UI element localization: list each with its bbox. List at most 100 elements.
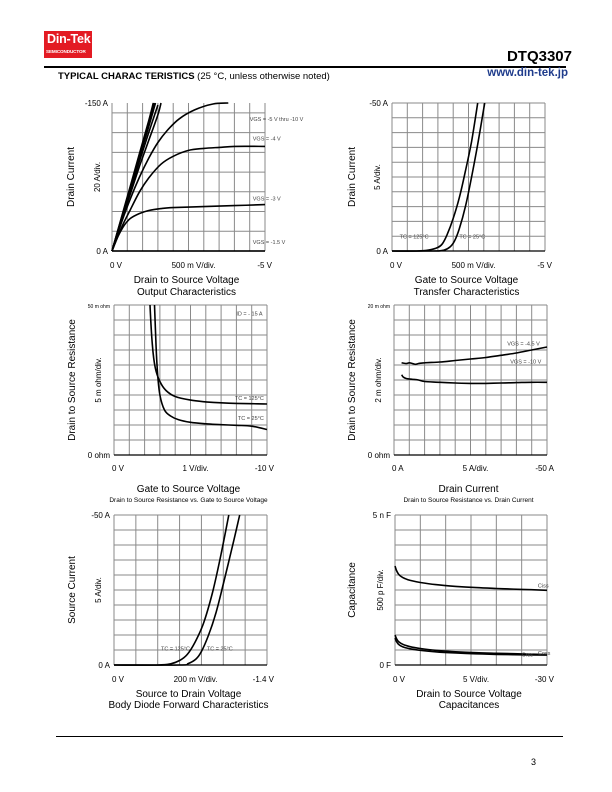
x-scale-label: 1 V/div. xyxy=(182,464,208,473)
page-number: 3 xyxy=(531,757,537,767)
annotation-label: TC = 125°C xyxy=(400,235,429,241)
y-bottom-label: 0 A xyxy=(96,247,108,256)
x-end-label: -10 V xyxy=(255,464,275,473)
series-line xyxy=(113,514,241,666)
y-axis-title: Drain Current xyxy=(66,147,77,207)
y-scale-label: 5 A/div. xyxy=(373,164,382,190)
x-scale-label: 5 A/div. xyxy=(463,464,489,473)
annotation-label: VGS = -4.5 V xyxy=(507,342,540,348)
y-axis-title: Drain to Source Resistance xyxy=(67,319,78,441)
series-line xyxy=(111,145,266,252)
x-start-label: 0 V xyxy=(390,261,403,270)
annotation-label: TC = 25°C xyxy=(459,235,485,241)
logo-brand: Din-Tek xyxy=(47,32,91,46)
y-scale-label: 5 A/div. xyxy=(94,577,103,603)
section-heading: TYPICAL CHARAC TERISTICS xyxy=(58,71,195,82)
chart-output: VGS = -5 V thru -10 V VGS = -4 V VGS = -3 … xyxy=(66,99,304,298)
y-bottom-label: 0 ohm xyxy=(368,451,391,460)
y-top-label: 20 m ohm xyxy=(368,304,390,310)
x-start-label: 0 V xyxy=(112,675,125,684)
chart-rds-vs-vgs: ID = - 15 A TC = 125°C TC = 25°C 50 m ohm 0 … xyxy=(67,304,275,504)
annotation-label: ID = - 15 A xyxy=(236,312,262,318)
x-axis-title: Drain to Source Voltage xyxy=(134,275,240,286)
annotation-label: TC = 25°C xyxy=(207,647,233,653)
series-line xyxy=(401,346,548,366)
annotation-label: TC = 125°C xyxy=(235,396,264,402)
x-start-label: 0 V xyxy=(112,464,125,473)
series-line xyxy=(394,634,548,656)
website-link[interactable]: www.din-tek.jp xyxy=(487,67,568,79)
annotation-label: TC = 125°C xyxy=(161,647,190,653)
series-line xyxy=(394,565,548,592)
chart-title: Transfer Characteristics xyxy=(414,287,520,298)
y-top-label: 50 m ohm xyxy=(88,304,110,310)
annotation-label: VGS = -5 V thru -10 V xyxy=(250,117,304,123)
chart-title: Body Diode Forward Characteristics xyxy=(108,700,268,711)
annotation-label: VGS = -4 V xyxy=(253,136,281,142)
series-line xyxy=(111,203,266,252)
x-start-label: 0 V xyxy=(110,261,123,270)
y-scale-label: 20 A/div. xyxy=(93,162,102,192)
chart-title: Output Characteristics xyxy=(137,287,236,298)
x-scale-label: 500 m V/div. xyxy=(452,261,496,270)
y-axis-title: Capacitance xyxy=(347,562,358,618)
grid xyxy=(113,514,268,666)
x-axis-title: Drain to Source Voltage xyxy=(416,689,522,700)
y-top-label: -150 A xyxy=(85,99,109,108)
y-top-label: -50 A xyxy=(369,99,388,108)
annotation-label: Crss xyxy=(522,652,534,658)
y-scale-label: 2 m ohm/div. xyxy=(374,357,383,402)
annotation-label: VGS = -3 V xyxy=(253,197,281,203)
header-divider xyxy=(44,66,566,68)
x-axis-title: Source to Drain Voltage xyxy=(136,689,242,700)
x-end-label: -30 V xyxy=(535,675,555,684)
annotation-label: Ciss xyxy=(538,584,549,590)
section-note: (25 °C, unless otherwise noted) xyxy=(197,71,330,82)
grid xyxy=(113,304,268,456)
series-line xyxy=(111,102,229,252)
chart-transfer: TC = 125°C TC = 25°C -50 A 0 A0 V 500 m V/di… xyxy=(347,99,553,298)
grid xyxy=(391,102,546,252)
y-bottom-label: 0 A xyxy=(98,661,110,670)
x-start-label: 0 V xyxy=(393,675,406,684)
company-logo: Din-Tek SEMICONDUCTOR xyxy=(44,31,92,58)
y-bottom-label: 0 ohm xyxy=(88,451,111,460)
x-scale-label: 200 m V/div. xyxy=(174,675,218,684)
annotation-label: Coss xyxy=(538,651,551,657)
chart-title: Drain to Source Resistance vs. Gate to S… xyxy=(109,497,268,504)
part-number: DTQ3307 xyxy=(506,48,572,65)
x-end-label: -5 V xyxy=(257,261,272,270)
y-top-label: -50 A xyxy=(91,511,110,520)
chart-title: Capacitances xyxy=(439,700,500,711)
x-scale-label: 500 m V/div. xyxy=(172,261,216,270)
chart-body-diode: TC = 125°C TC = 25°C -50 A 0 A0 V 200 m V/di… xyxy=(67,511,275,711)
y-top-label: 5 n F xyxy=(373,511,391,520)
y-axis-title: Source Current xyxy=(67,556,78,624)
chart-title: Drain to Source Resistance vs. Drain Cur… xyxy=(403,497,533,504)
y-scale-label: 5 m ohm/div. xyxy=(94,357,103,402)
annotation-label: TC = 25°C xyxy=(238,416,264,422)
x-end-label: -50 A xyxy=(535,464,554,473)
footer-divider xyxy=(56,736,563,737)
section-title: TYPICAL CHARAC TERISTICS (25 °C, unless … xyxy=(58,71,330,82)
series-line xyxy=(394,637,548,656)
series-line xyxy=(400,374,548,385)
series-line xyxy=(153,304,268,431)
x-axis-title: Drain Current xyxy=(438,484,498,495)
y-scale-label: 500 p F/div. xyxy=(376,569,385,610)
x-axis-title: Gate to Source Voltage xyxy=(415,275,519,286)
y-axis-title: Drain to Source Resistance xyxy=(347,319,358,441)
y-bottom-label: 0 A xyxy=(376,247,388,256)
annotation-label: VGS = -1.5 V xyxy=(253,240,286,246)
x-end-label: -5 V xyxy=(537,261,552,270)
x-scale-label: 5 V/div. xyxy=(463,675,489,684)
x-start-label: 0 A xyxy=(392,464,404,473)
series-line xyxy=(149,304,268,405)
x-end-label: -1.4 V xyxy=(253,675,275,684)
logo-subtitle: SEMICONDUCTOR xyxy=(46,49,86,54)
annotation-label: VGS = -10 V xyxy=(510,360,541,366)
y-axis-title: Drain Current xyxy=(347,147,358,207)
y-bottom-label: 0 F xyxy=(379,661,391,670)
